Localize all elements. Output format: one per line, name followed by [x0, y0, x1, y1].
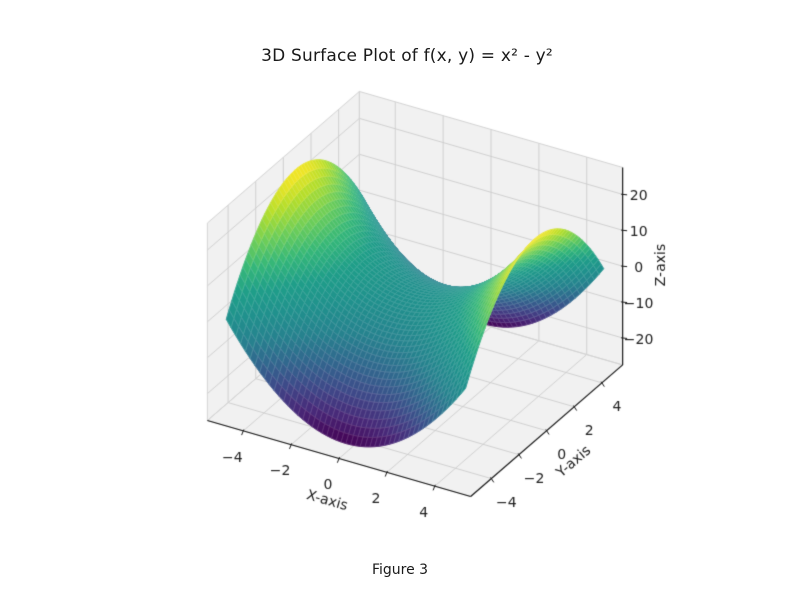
- chart-title: 3D Surface Plot of f(x, y) = x² - y²: [261, 46, 553, 66]
- figure-caption: Figure 3: [371, 562, 429, 578]
